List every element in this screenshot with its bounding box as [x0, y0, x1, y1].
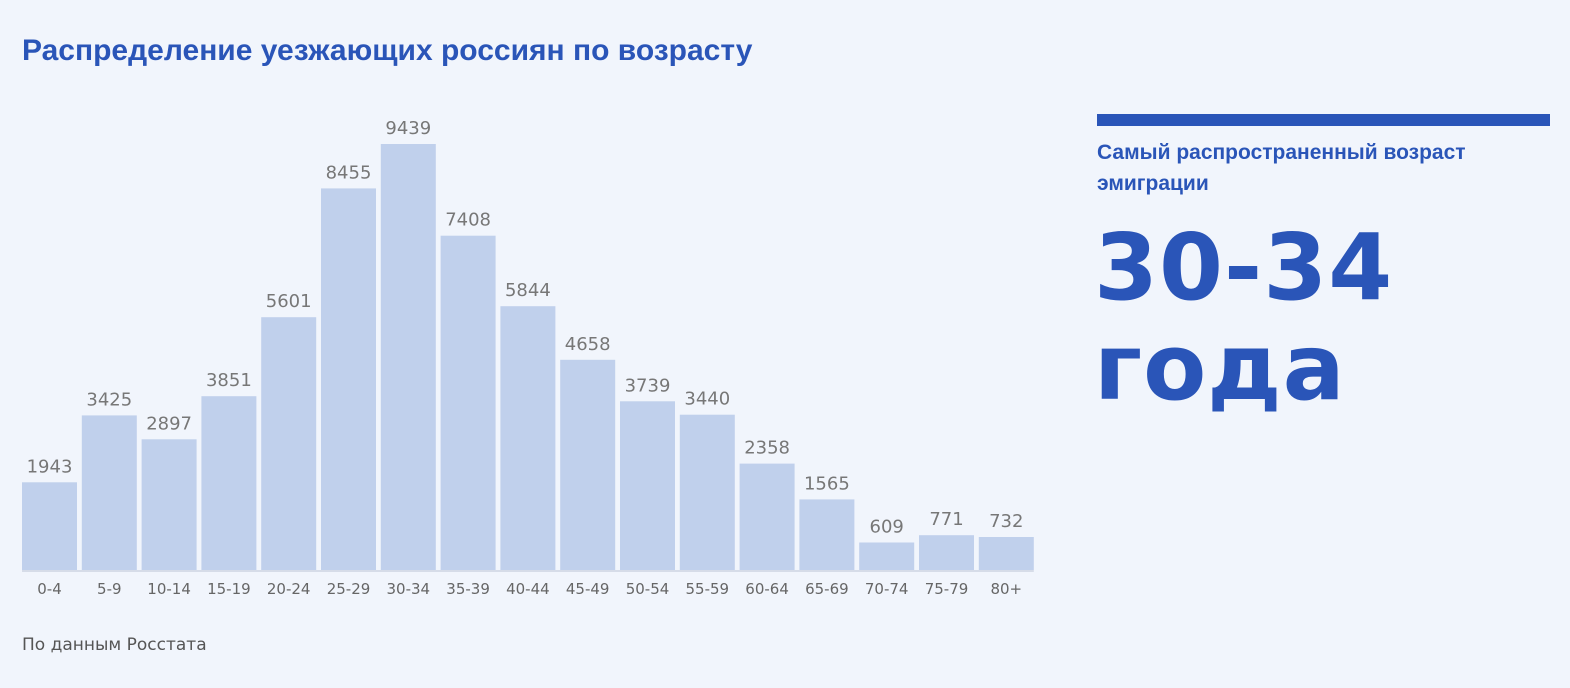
value-label-0-4: 1943: [27, 456, 73, 477]
bar-chart: 1943 0-4 3425 5-9 2897 10-14 3851 15-19 5601 20-2…: [22, 118, 1034, 598]
bar-80+: [978, 537, 1034, 570]
chart-title: Распределение уезжающих россиян по возра…: [22, 34, 753, 67]
value-label-25-29: 8455: [326, 162, 372, 183]
tick-label-25-29: 25-29: [327, 580, 371, 598]
tick-label-30-34: 30-34: [387, 580, 431, 598]
value-label-75-79: 771: [929, 509, 963, 530]
tick-label-50-54: 50-54: [626, 580, 670, 598]
tick-label-15-19: 15-19: [207, 580, 251, 598]
bar-15-19: [201, 396, 257, 570]
highlight-label: Самый распространенный возраст эмиграции: [1097, 141, 1466, 195]
tick-label-80+: 80+: [990, 580, 1022, 598]
tick-label-20-24: 20-24: [267, 580, 311, 598]
value-label-60-64: 2358: [744, 438, 790, 459]
bar-55-59: [679, 414, 735, 570]
bar-75-79: [919, 535, 974, 570]
tick-label-10-14: 10-14: [147, 580, 191, 598]
bar-30-34: [380, 144, 436, 570]
bar-45-49: [560, 359, 616, 570]
bar-5-9: [81, 415, 137, 570]
bar-10-14: [141, 439, 197, 570]
bar-50-54: [620, 401, 675, 570]
value-label-65-69: 1565: [804, 473, 850, 494]
source-note: По данным Росстата: [22, 635, 207, 655]
value-label-70-74: 609: [870, 517, 904, 538]
value-label-55-59: 3440: [684, 389, 730, 410]
bar-60-64: [739, 463, 795, 570]
bar-70-74: [859, 542, 915, 570]
tick-label-70-74: 70-74: [865, 580, 909, 598]
bar-20-24: [261, 317, 317, 570]
value-label-5-9: 3425: [86, 389, 132, 410]
value-label-45-49: 4658: [565, 334, 611, 355]
tick-label-35-39: 35-39: [446, 580, 490, 598]
tick-label-0-4: 0-4: [37, 580, 62, 598]
bar-0-4: [22, 482, 77, 570]
tick-label-75-79: 75-79: [925, 580, 969, 598]
highlight-value: 30-34 года: [1094, 214, 1394, 421]
bar-35-39: [440, 235, 496, 570]
accent-line: [1097, 114, 1550, 126]
value-label-30-34: 9439: [385, 118, 431, 139]
tick-label-55-59: 55-59: [686, 580, 730, 598]
value-label-35-39: 7408: [445, 210, 491, 231]
tick-label-5-9: 5-9: [97, 580, 122, 598]
tick-label-60-64: 60-64: [745, 580, 789, 598]
tick-label-40-44: 40-44: [506, 580, 550, 598]
value-label-50-54: 3739: [625, 375, 671, 396]
bar-65-69: [799, 499, 855, 570]
bar-40-44: [500, 306, 556, 570]
tick-label-45-49: 45-49: [566, 580, 610, 598]
value-label-10-14: 2897: [146, 413, 192, 434]
value-label-15-19: 3851: [206, 370, 252, 391]
bar-25-29: [321, 188, 376, 570]
tick-label-65-69: 65-69: [805, 580, 849, 598]
value-label-80+: 732: [989, 511, 1023, 532]
value-label-20-24: 5601: [266, 291, 312, 312]
value-label-40-44: 5844: [505, 280, 551, 301]
